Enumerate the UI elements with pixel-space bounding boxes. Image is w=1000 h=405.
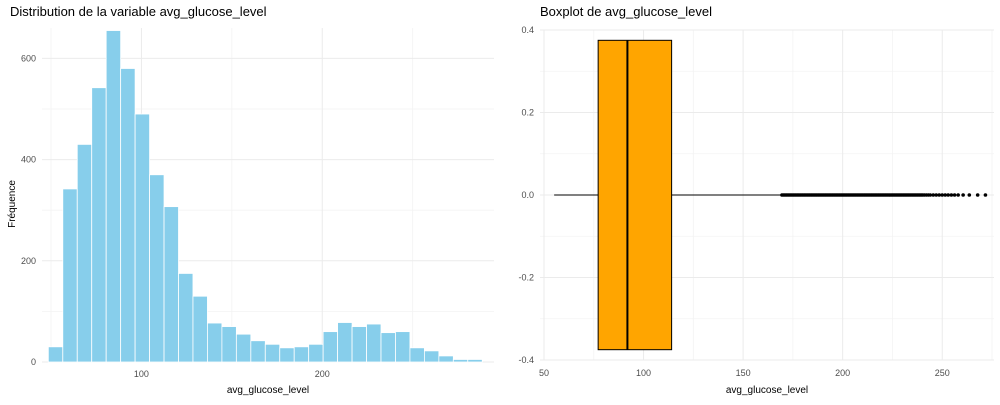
histogram-bar [322, 331, 339, 363]
histogram-x-tick-label: 100 [134, 369, 149, 379]
boxplot-outlier-point [943, 193, 948, 197]
histogram-bar [105, 30, 122, 363]
boxplot-outliers [780, 193, 988, 197]
histogram-bar [438, 355, 454, 363]
histogram-bar [467, 359, 483, 363]
histogram-y-ticks: 0 200 400 600 [21, 53, 36, 367]
boxplot-panel: -0.4 -0.2 0.0 0.2 0.4 50 100 150 200 250 Boxplot… [518, 4, 994, 396]
histogram-y-axis-title: Fréquence [7, 180, 18, 228]
boxplot-y-tick-label: -0.2 [518, 273, 534, 283]
histogram-bar [62, 188, 78, 363]
boxplot-outlier-point [961, 193, 965, 197]
boxplot-outlier-point [967, 193, 972, 197]
histogram-bar [279, 347, 295, 363]
histogram-bar [91, 87, 107, 363]
histogram-bar [293, 346, 310, 363]
histogram-y-tick-label: 200 [21, 256, 36, 266]
boxplot-outlier-point [983, 193, 988, 197]
boxplot-x-ticks: 50 100 150 200 250 [539, 368, 950, 378]
histogram-bar [221, 326, 237, 363]
histogram-bar [452, 359, 469, 363]
histogram-bar [163, 206, 179, 363]
histogram-x-tick-label: 200 [315, 369, 330, 379]
boxplot-marks [554, 39, 782, 351]
boxplot-x-tick-label: 200 [835, 368, 850, 378]
histogram-panel: 0 200 400 600 100 200 Distribution de la var… [7, 4, 494, 396]
boxplot-y-tick-label: -0.4 [518, 355, 534, 365]
histogram-bar [351, 326, 367, 363]
histogram-bar [178, 273, 194, 363]
boxplot-outlier-point [949, 193, 954, 197]
boxplot-outlier-point [928, 193, 933, 197]
boxplot-outlier-point [931, 193, 936, 197]
boxplot-box [597, 39, 673, 351]
boxplot-x-tick-label: 100 [636, 368, 651, 378]
boxplot-outlier-point [934, 193, 939, 197]
boxplot-y-tick-label: 0.4 [521, 25, 534, 35]
boxplot-outlier-point [940, 193, 945, 197]
boxplot-x-axis-title: avg_glucose_level [726, 385, 808, 396]
boxplot-outlier-point [975, 193, 980, 197]
histogram-bar [395, 331, 411, 363]
histogram-bars [47, 30, 483, 363]
boxplot-outlier-point [952, 193, 957, 197]
histogram-y-tick-label: 0 [31, 357, 36, 367]
histogram-bar [264, 343, 281, 363]
boxplot-x-tick-label: 250 [935, 368, 950, 378]
boxplot-y-tick-label: 0.2 [521, 108, 534, 118]
histogram-bar [149, 174, 165, 363]
boxplot-y-tick-label: 0.0 [521, 190, 534, 200]
histogram-bar [120, 68, 136, 363]
histogram-bar [308, 343, 324, 363]
histogram-bar [366, 323, 382, 363]
histogram-bar [47, 346, 64, 363]
histogram-bar [380, 332, 396, 363]
histogram-bar [207, 322, 223, 363]
boxplot-title: Boxplot de avg_glucose_level [540, 4, 712, 19]
histogram-bar [76, 143, 93, 363]
boxplot-outlier-point [956, 193, 960, 197]
boxplot-x-tick-label: 150 [736, 368, 751, 378]
histogram-title: Distribution de la variable avg_glucose_… [10, 4, 267, 19]
histogram-bar [337, 322, 353, 363]
histogram-x-ticks: 100 200 [134, 369, 330, 379]
histogram-bar [409, 347, 425, 363]
boxplot-y-ticks: -0.4 -0.2 0.0 0.2 0.4 [518, 25, 534, 365]
histogram-bar [192, 295, 208, 363]
boxplot-x-tick-label: 50 [539, 368, 549, 378]
histogram-bar [250, 340, 266, 363]
histogram-bar [423, 350, 440, 363]
boxplot-outlier-point [937, 193, 942, 197]
boxplot-outlier-point [946, 193, 951, 197]
histogram-x-axis-title: avg_glucose_level [227, 385, 309, 396]
histogram-bar [134, 113, 150, 363]
histogram-y-tick-label: 400 [21, 155, 36, 165]
histogram-y-tick-label: 600 [21, 53, 36, 63]
histogram-bar [235, 333, 252, 363]
